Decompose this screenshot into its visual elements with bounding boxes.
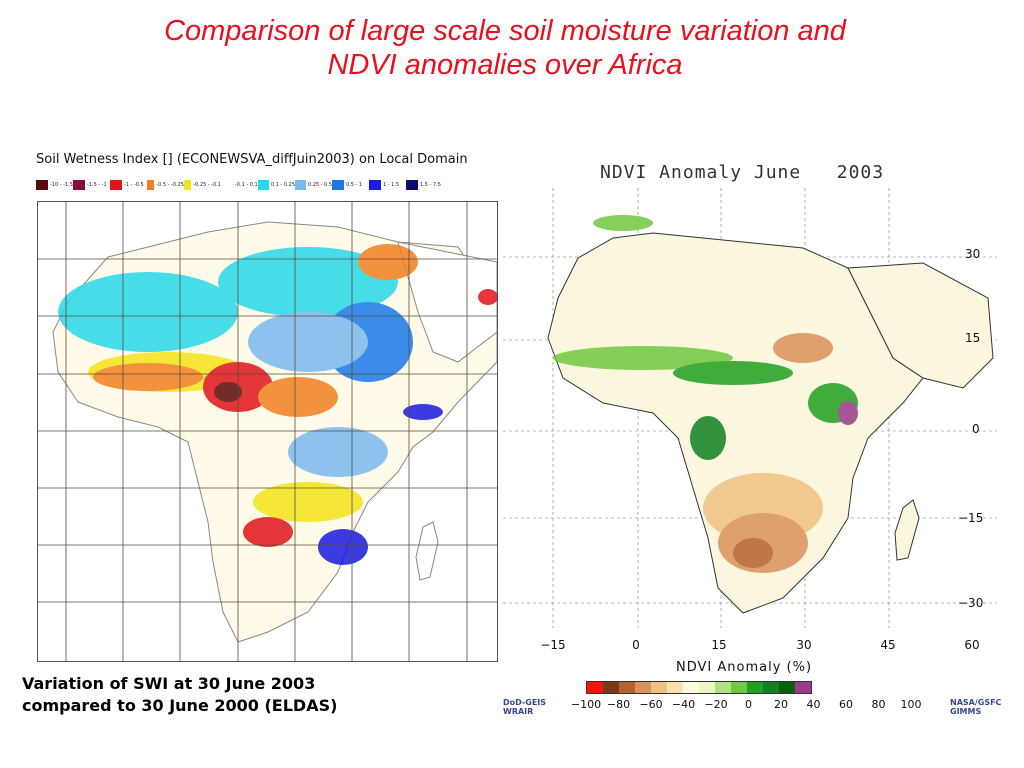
swi-legend-item: -1 - -0.5 <box>110 178 147 192</box>
swi-grid <box>38 202 497 661</box>
ndvi-colorbar-segment <box>763 682 779 693</box>
ndvi-lon-tick: 30 <box>796 638 812 652</box>
swi-panel: Soil Wetness Index [] (ECONEWSVA_diffJui… <box>30 150 506 665</box>
credit-right-line-2: GIMMS <box>950 707 982 716</box>
swi-legend-swatch <box>332 180 344 190</box>
swi-legend-label: -0.25 - -0.1 <box>193 182 221 188</box>
swi-legend-label: -0.5 - -0.25 <box>156 182 184 188</box>
ndvi-map <box>503 188 997 628</box>
swi-legend-label: -1 - -0.5 <box>124 182 144 188</box>
ndvi-lat-tick: 30 <box>965 247 981 261</box>
swi-legend-label: -1.5 - -1 <box>87 182 107 188</box>
swi-legend-item: 0.5 - 1 <box>332 178 369 192</box>
slide-title-line-2: NDVI anomalies over Africa <box>327 49 683 81</box>
ndvi-colorbar-tick: −20 <box>704 698 728 711</box>
credit-right-line-1: NASA/GSFC <box>950 698 1002 707</box>
ndvi-colorbar-segment <box>603 682 619 693</box>
ndvi-colorbar-tick: 80 <box>871 698 886 711</box>
credit-left-line-1: DoD-GEIS <box>503 698 547 707</box>
swi-legend-swatch <box>258 180 269 190</box>
swi-legend-item: 0.25 - 0.5 <box>295 178 332 192</box>
ndvi-lat-tick: −30 <box>958 596 984 610</box>
ndvi-africa-shape <box>547 232 924 614</box>
swi-legend-swatch <box>36 180 48 190</box>
swi-legend-label: -10 - -1.5 <box>50 182 73 188</box>
swi-legend-item: 1.5 - 7.5 <box>406 178 443 192</box>
ndvi-colorbar-segment <box>683 682 699 693</box>
swi-legend-item: -0.25 - -0.1 <box>184 178 221 192</box>
swi-legend-label: -0.1 - 0.1 <box>235 182 258 188</box>
swi-legend-label: 0.1 - 0.25 <box>270 182 295 188</box>
swi-map-title: Soil Wetness Index [] (ECONEWSVA_diffJui… <box>36 152 468 167</box>
ndvi-colorbar-tick: 40 <box>806 698 821 711</box>
swi-legend-label: 1.5 - 7.5 <box>420 182 441 188</box>
ndvi-map-graphic <box>503 188 997 628</box>
ndvi-lat-tick: 0 <box>972 422 980 436</box>
ndvi-map-title: NDVI Anomaly June 2003 <box>600 162 885 183</box>
swi-legend-item: -0.5 - -0.25 <box>147 178 184 192</box>
madagascar-shape <box>415 521 439 581</box>
swi-legend-item: 1 - 1.5 <box>369 178 406 192</box>
slide-title: Comparison of large scale soil moisture … <box>0 14 1010 82</box>
swi-legend-label: 0.5 - 1 <box>346 182 363 188</box>
ndvi-colorbar-segment <box>635 682 651 693</box>
ndvi-lon-tick: 15 <box>711 638 727 652</box>
swi-legend-swatch <box>221 180 233 190</box>
ndvi-panel: NDVI Anomaly June 2003 <box>500 150 1012 730</box>
credit-right: NASA/GSFC GIMMS <box>950 698 1001 716</box>
ndvi-colorbar-segment <box>747 682 763 693</box>
arabia-shape <box>397 241 497 363</box>
slide-title-line-1: Comparison of large scale soil moisture … <box>164 15 846 47</box>
ndvi-colorbar-tick: −40 <box>671 698 696 711</box>
swi-caption-line-2: compared to 30 June 2000 (ELDAS) <box>22 696 338 715</box>
swi-map-graphic <box>38 202 497 661</box>
ndvi-colorbar-ticks: −100 −80 −60 −40 −20 0 20 40 60 80 100 <box>566 698 922 714</box>
ndvi-arabia-shape <box>847 262 994 389</box>
ndvi-colorbar-segment <box>619 682 635 693</box>
ndvi-colorbar-tick: −60 <box>639 698 663 711</box>
ndvi-colorbar-segment <box>795 682 811 693</box>
ndvi-colorbar-segment <box>779 682 795 693</box>
swi-legend-swatch <box>369 180 381 190</box>
ndvi-lon-tick: 45 <box>880 638 896 652</box>
ndvi-colorbar-tick: 100 <box>900 698 922 711</box>
ndvi-colorbar-tick: 60 <box>839 698 853 711</box>
ndvi-colorbar-segment <box>731 682 747 693</box>
ndvi-colorbar-tick: 0 <box>745 698 752 711</box>
swi-legend-swatch <box>73 180 85 190</box>
ndvi-lat-tick: −15 <box>958 511 984 525</box>
credit-left: DoD-GEIS WRAIR <box>503 698 546 716</box>
swi-legend-item: 0.1 - 0.25 <box>258 178 295 192</box>
ndvi-lon-tick: 60 <box>964 638 980 652</box>
ndvi-colorbar-tick: 20 <box>774 698 788 711</box>
swi-legend: -10 - -1.5 -1.5 - -1 -1 - -0.5 -0.5 - -0.25… <box>36 178 443 192</box>
swi-legend-label: 1 - 1.5 <box>383 182 400 188</box>
swi-legend-item: -1.5 - -1 <box>73 178 110 192</box>
ndvi-colorbar <box>586 681 812 694</box>
ndvi-lon-tick: 0 <box>632 638 640 652</box>
ndvi-colorbar-label: NDVI Anomaly (%) <box>676 660 813 675</box>
ndvi-colorbar-tick: −100 <box>570 698 602 711</box>
swi-caption: Variation of SWI at 30 June 2003 compare… <box>22 673 337 717</box>
ndvi-colorbar-segment <box>667 682 683 693</box>
ndvi-colorbar-segment <box>699 682 715 693</box>
ndvi-lat-tick: 15 <box>965 331 981 345</box>
swi-legend-swatch <box>295 180 306 190</box>
swi-legend-swatch <box>147 180 155 190</box>
ndvi-lon-tick: −15 <box>540 638 566 652</box>
swi-legend-item: -0.1 - 0.1 <box>221 178 258 192</box>
credit-left-line-2: WRAIR <box>503 707 534 716</box>
swi-legend-swatch <box>406 180 418 190</box>
swi-legend-swatch <box>184 180 192 190</box>
ndvi-colorbar-segment <box>651 682 667 693</box>
ndvi-madagascar-shape <box>894 499 920 561</box>
swi-legend-item: -10 - -1.5 <box>36 178 73 192</box>
ndvi-colorbar-segment <box>715 682 731 693</box>
swi-legend-label: 0.25 - 0.5 <box>307 182 332 188</box>
swi-caption-line-1: Variation of SWI at 30 June 2003 <box>22 674 316 693</box>
swi-map <box>37 201 498 662</box>
ndvi-colorbar-tick: −80 <box>606 698 631 711</box>
swi-legend-swatch <box>110 180 122 190</box>
ndvi-colorbar-segment <box>587 682 603 693</box>
